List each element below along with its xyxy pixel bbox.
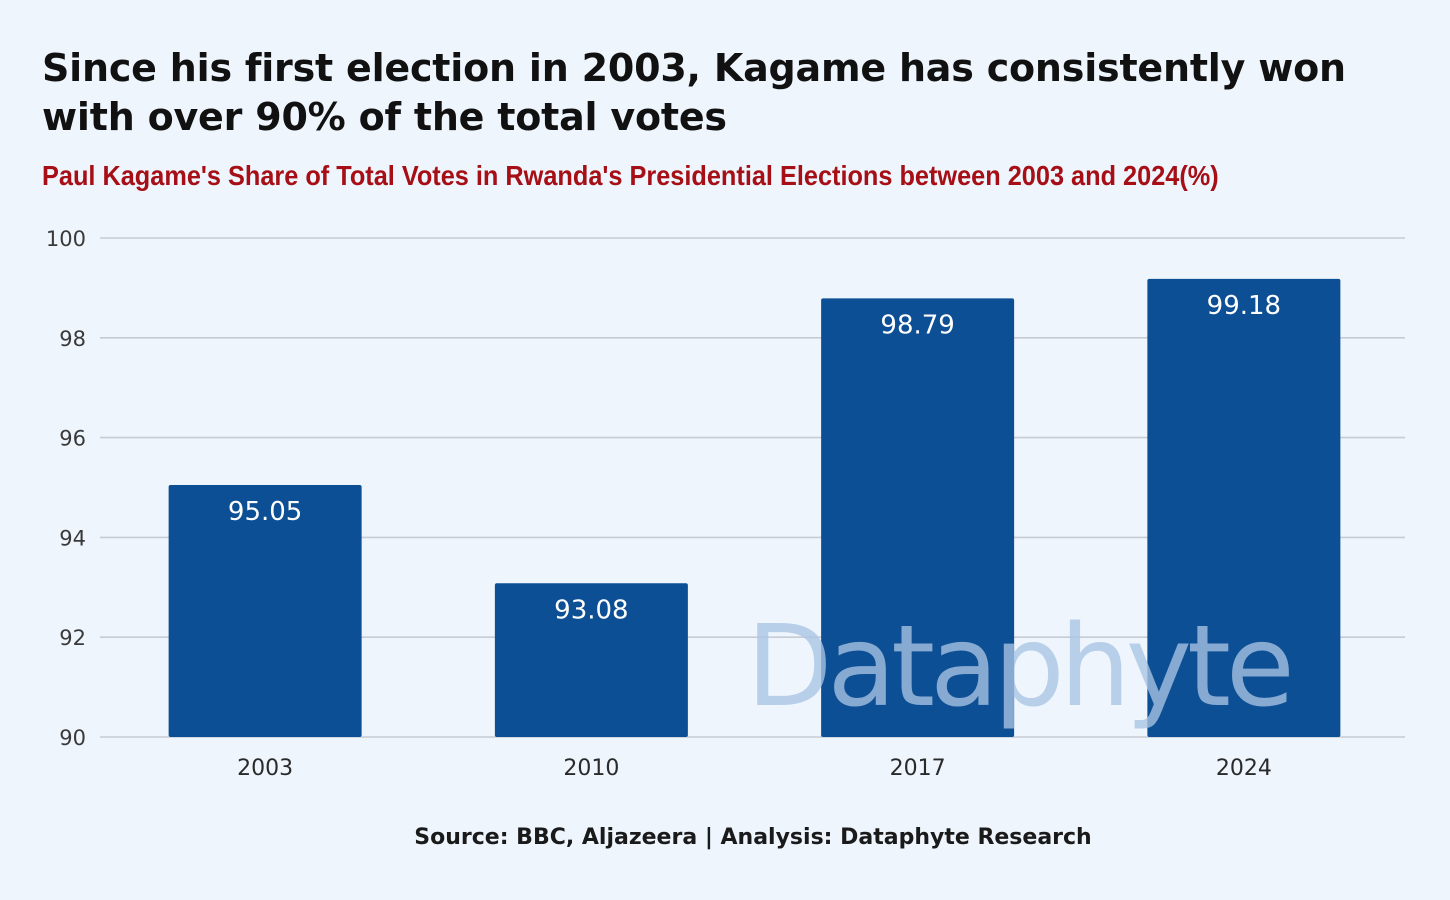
- chart-subtitle: Paul Kagame's Share of Total Votes in Rw…: [42, 160, 1219, 191]
- bar-2024: [1147, 278, 1341, 737]
- y-tick-label: 100: [46, 227, 86, 251]
- data-label: 95.05: [228, 497, 302, 527]
- x-tick-label: 2017: [890, 756, 946, 781]
- x-tick-label: 2003: [237, 756, 293, 781]
- bars: [168, 278, 1341, 737]
- watermark-text: Dataphyte: [746, 602, 1290, 732]
- bar-2003: [168, 485, 362, 737]
- y-axis-ticks: 90 92 94 96 98 100: [46, 227, 86, 750]
- bar-2017: [821, 298, 1015, 737]
- y-tick-label: 98: [59, 327, 86, 351]
- y-tick-label: 96: [59, 427, 86, 451]
- x-axis-ticks: 2003 2010 2017 2024: [237, 756, 1272, 781]
- x-tick-label: 2010: [563, 756, 619, 781]
- chart-title: Since his first election in 2003, Kagame…: [42, 46, 1346, 139]
- bar-2010: [494, 583, 688, 737]
- watermark-logo: Dataphyte: [746, 602, 1295, 732]
- y-tick-label: 92: [59, 626, 86, 650]
- data-label: 98.79: [880, 310, 954, 340]
- source-note: Source: BBC, Aljazeera | Analysis: Datap…: [414, 825, 1092, 850]
- data-labels: 95.05 93.08 98.79 99.18: [228, 291, 1281, 625]
- x-tick-label: 2024: [1216, 756, 1272, 781]
- data-label: 93.08: [554, 595, 628, 625]
- y-tick-label: 94: [59, 526, 86, 550]
- data-label: 99.18: [1207, 291, 1281, 321]
- y-tick-label: 90: [59, 726, 86, 750]
